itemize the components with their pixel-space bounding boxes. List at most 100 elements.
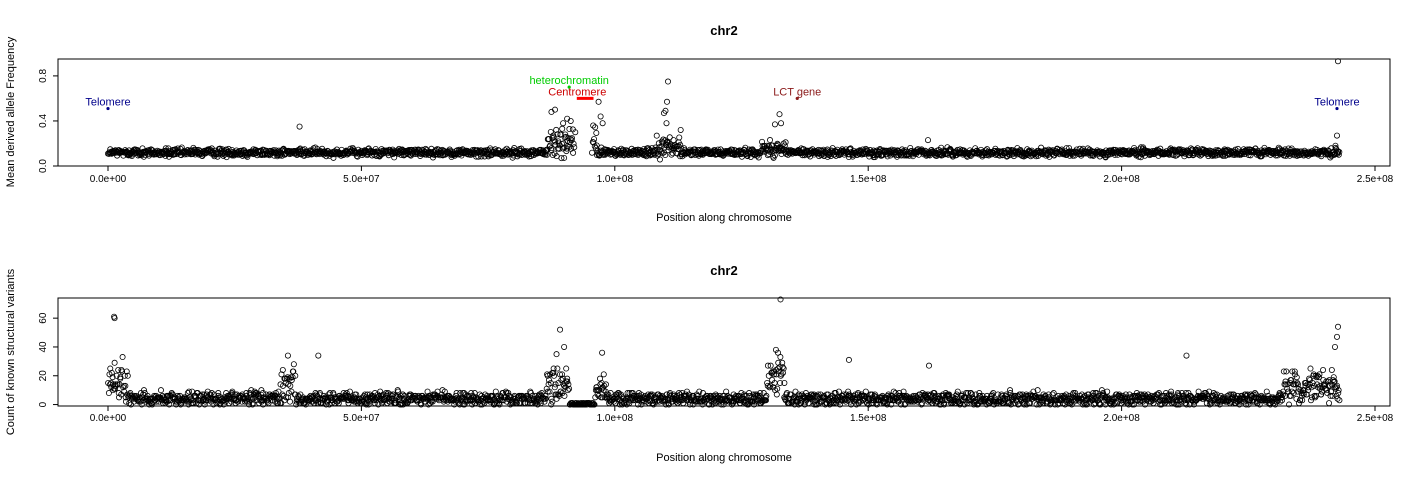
data-point bbox=[782, 139, 789, 146]
data-point bbox=[557, 131, 564, 138]
data-point bbox=[1326, 400, 1333, 407]
data-point bbox=[653, 132, 660, 139]
chart-title: chr2 bbox=[710, 23, 737, 38]
data-point-outlier bbox=[284, 352, 291, 359]
data-point bbox=[1314, 381, 1321, 388]
data-point bbox=[666, 134, 673, 141]
data-point bbox=[556, 371, 563, 378]
data-point-outlier bbox=[560, 120, 567, 127]
panel-structural-variants: chr2 Position along chromosome Count of … bbox=[5, 263, 1394, 464]
data-point bbox=[614, 391, 621, 398]
data-point bbox=[527, 153, 534, 160]
data-point bbox=[564, 375, 571, 382]
data-point bbox=[1290, 390, 1297, 397]
annotation-label: Telomere bbox=[1314, 97, 1359, 109]
data-point bbox=[112, 382, 119, 389]
data-point bbox=[678, 145, 685, 152]
data-point bbox=[1293, 395, 1300, 402]
data-point bbox=[1251, 390, 1258, 397]
data-point bbox=[541, 398, 548, 405]
data-point bbox=[186, 388, 193, 395]
annotation-marker bbox=[106, 106, 110, 111]
data-point bbox=[456, 395, 463, 402]
data-point-outlier bbox=[561, 343, 568, 350]
data-point bbox=[1299, 397, 1306, 404]
data-point bbox=[950, 152, 957, 159]
panel-allele-frequency: chr2 Position along chromosome Mean deri… bbox=[5, 23, 1394, 224]
data-point bbox=[936, 392, 943, 399]
x-axis: 0.0e+00 5.0e+07 1.0e+08 1.5e+08 2.0e+08 2.5e+… bbox=[90, 406, 1394, 424]
data-point bbox=[243, 390, 250, 397]
data-point bbox=[546, 143, 553, 150]
data-point bbox=[1113, 391, 1120, 398]
data-point-outlier bbox=[595, 98, 602, 105]
data-point bbox=[562, 131, 569, 138]
data-point bbox=[229, 391, 236, 398]
data-point bbox=[119, 354, 126, 361]
y-tick-label: 0.4 bbox=[38, 114, 49, 128]
data-point bbox=[871, 391, 878, 398]
data-point bbox=[645, 391, 652, 398]
data-point bbox=[549, 398, 556, 405]
data-point bbox=[529, 392, 536, 399]
data-point bbox=[215, 390, 222, 397]
data-point bbox=[213, 400, 220, 407]
data-point bbox=[232, 391, 239, 398]
x-tick-label: 5.0e+07 bbox=[343, 413, 380, 424]
data-point bbox=[1278, 394, 1285, 401]
data-point bbox=[822, 401, 829, 408]
data-point bbox=[219, 146, 226, 153]
data-point bbox=[1002, 395, 1009, 402]
data-point bbox=[767, 362, 774, 369]
data-point-outlier bbox=[597, 113, 604, 120]
data-point bbox=[589, 149, 596, 156]
data-point-outlier bbox=[777, 296, 784, 303]
x-tick-label: 5.0e+07 bbox=[343, 174, 380, 185]
data-point bbox=[1110, 401, 1117, 408]
data-point bbox=[292, 372, 299, 379]
data-point bbox=[656, 156, 663, 163]
data-point bbox=[1072, 390, 1079, 397]
data-point bbox=[561, 392, 568, 399]
data-point bbox=[1280, 368, 1287, 375]
data-point bbox=[732, 392, 739, 399]
x-tick-label: 2.5e+08 bbox=[1357, 174, 1394, 185]
data-point bbox=[954, 388, 961, 395]
data-point bbox=[946, 391, 953, 398]
data-point bbox=[354, 149, 361, 156]
data-point bbox=[1312, 372, 1319, 379]
plot-frame bbox=[57, 297, 1391, 407]
x-tick-label: 2.5e+08 bbox=[1357, 413, 1394, 424]
data-point bbox=[168, 390, 175, 397]
data-point bbox=[107, 365, 114, 372]
annotation-label: Centromere bbox=[548, 86, 606, 98]
data-point bbox=[346, 388, 353, 395]
x-tick-label: 1.5e+08 bbox=[850, 174, 887, 185]
data-point-outlier bbox=[1183, 352, 1190, 359]
data-point bbox=[496, 397, 503, 404]
y-tick-label: 60 bbox=[38, 312, 49, 324]
data-point bbox=[1291, 368, 1298, 375]
data-point bbox=[1307, 365, 1314, 372]
data-point bbox=[1285, 388, 1292, 395]
data-point bbox=[105, 390, 112, 397]
data-point bbox=[279, 366, 286, 373]
data-point bbox=[1288, 388, 1295, 395]
x-tick-label: 2.0e+08 bbox=[1103, 174, 1140, 185]
data-point bbox=[544, 146, 551, 153]
data-point bbox=[1328, 366, 1335, 373]
data-point bbox=[392, 400, 399, 407]
data-point bbox=[989, 391, 996, 398]
data-point bbox=[662, 152, 669, 159]
data-point bbox=[1195, 388, 1202, 395]
data-point bbox=[564, 387, 571, 394]
y-tick-label: 40 bbox=[38, 341, 49, 353]
x-tick-label: 1.0e+08 bbox=[597, 413, 634, 424]
data-point bbox=[670, 137, 677, 144]
data-point bbox=[779, 359, 786, 366]
data-point bbox=[897, 401, 904, 408]
data-point-outlier bbox=[567, 117, 574, 124]
data-point bbox=[559, 371, 566, 378]
